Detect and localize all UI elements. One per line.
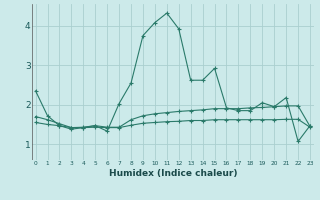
X-axis label: Humidex (Indice chaleur): Humidex (Indice chaleur) [108,169,237,178]
